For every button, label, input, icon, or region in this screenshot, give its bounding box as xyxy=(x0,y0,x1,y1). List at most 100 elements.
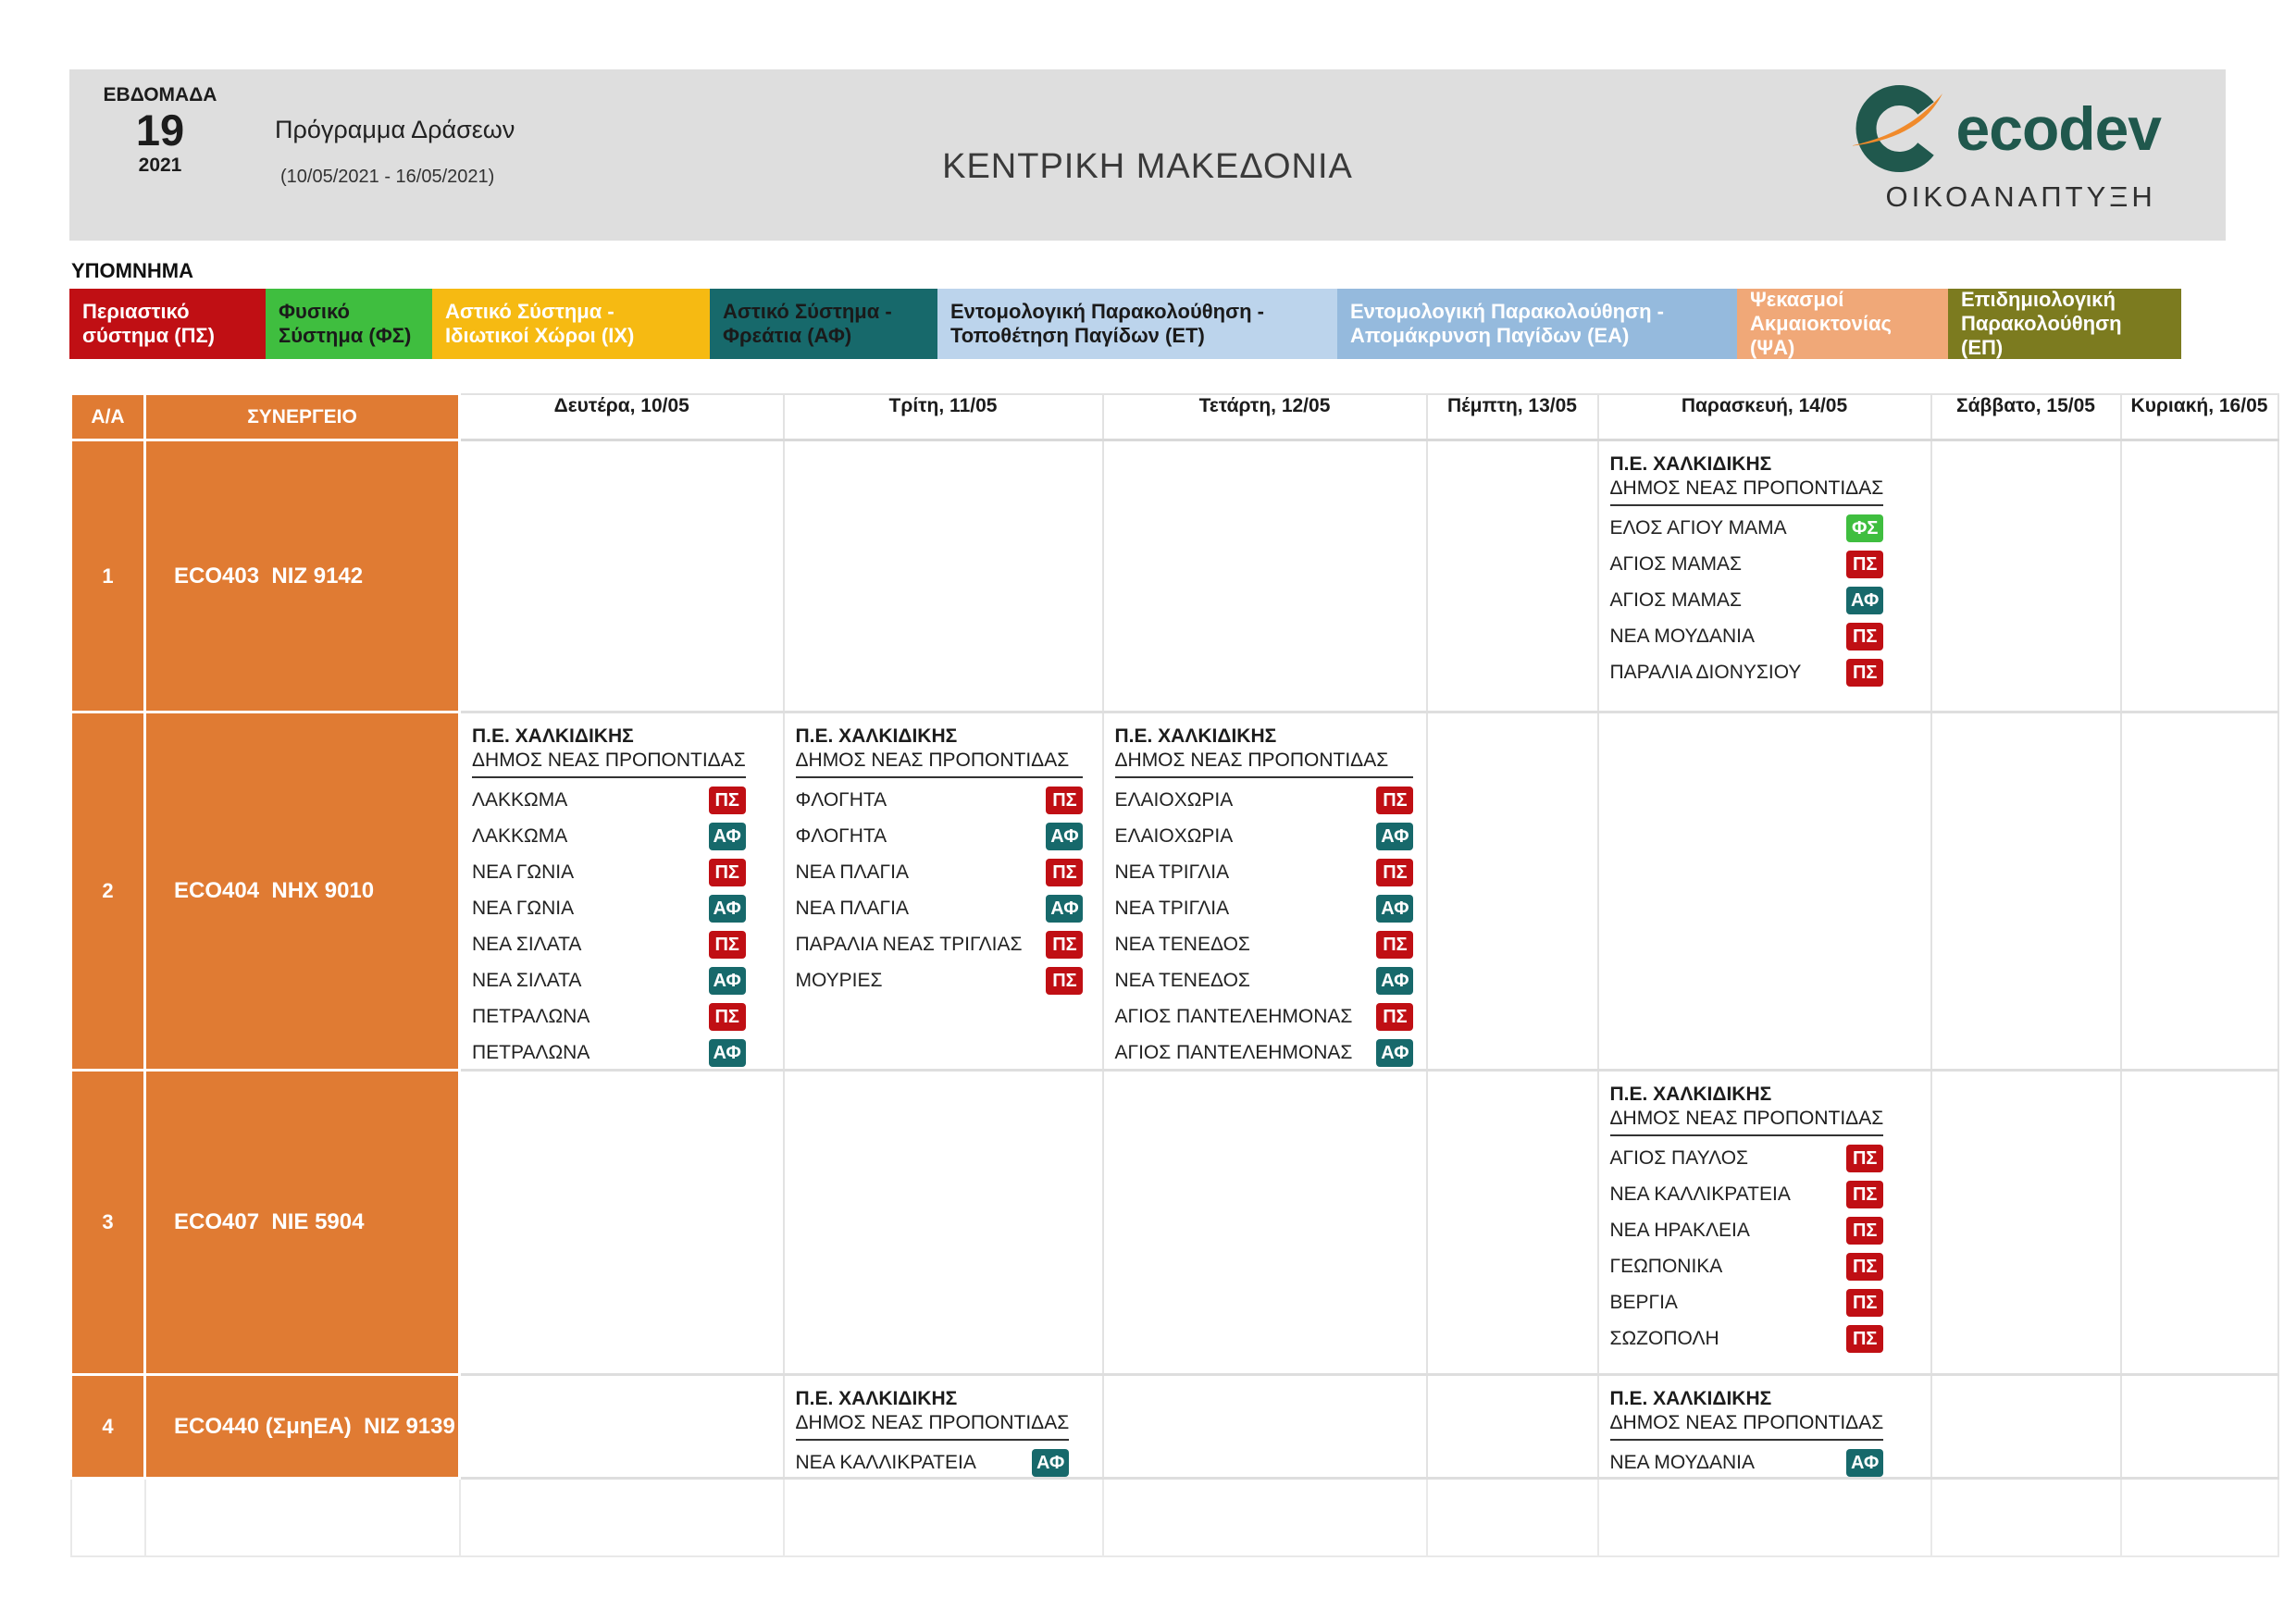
category-badge: ΠΣ xyxy=(708,1003,746,1031)
day-cell-sat xyxy=(1930,1373,2122,1480)
category-badge: ΑΦ xyxy=(1376,1039,1414,1067)
category-badge: ΑΦ xyxy=(1376,823,1414,850)
column-header-day-tue: Τρίτη, 11/05 xyxy=(782,392,1104,441)
schedule-row: 3 ECO407 ΝΙΕ 5904 Π.Ε. ΧΑΛΚΙΔΙΚΗΣ ΔΗΜΟΣ ΝΕΑ… xyxy=(69,1069,2279,1376)
row-number-cell: 2 xyxy=(69,711,146,1072)
column-header-day-sat: Σάββατο, 15/05 xyxy=(1930,392,2122,441)
crew-label: ECO403 ΝΙΖ 9142 xyxy=(174,563,364,588)
crew-cell: ECO403 ΝΙΖ 9142 xyxy=(143,439,461,713)
schedule-entry: ΜΟΥΡΙΕΣ ΠΣ xyxy=(796,967,1084,995)
place-label: ΠΑΡΑΛΙΑ ΔΙΟΝΥΣΙΟΥ xyxy=(1609,662,1802,683)
day-cell-tue: Π.Ε. ΧΑΛΚΙΔΙΚΗΣ ΔΗΜΟΣ ΝΕΑΣ ΠΡΟΠΟΝΤΙΔΑΣ ΝΕΑ… xyxy=(782,1373,1104,1480)
empty-cell xyxy=(1425,1477,1599,1557)
place-label: ΝΕΑ ΣΙΛΑΤΑ xyxy=(472,970,582,991)
schedule-entry: ΠΕΤΡΑΛΩΝΑ ΑΦ xyxy=(472,1039,746,1067)
place-label: ΑΓΙΟΣ ΠΑΝΤΕΛΕΗΜΟΝΑΣ xyxy=(1114,1006,1353,1027)
empty-cell xyxy=(1596,1477,1932,1557)
row-number-cell: 3 xyxy=(69,1069,146,1376)
schedule-entry: ΠΑΡΑΛΙΑ ΝΕΑΣ ΤΡΙΓΛΙΑΣ ΠΣ xyxy=(796,931,1084,959)
empty-cell xyxy=(1101,1477,1428,1557)
category-badge: ΠΣ xyxy=(708,931,746,959)
legend-item: Ψεκασμοί Ακμαιοκτονίας (ΨΑ) xyxy=(1737,288,1948,359)
crew-label: ECO407 ΝΙΕ 5904 xyxy=(174,1209,365,1234)
date-range: (10/05/2021 - 16/05/2021) xyxy=(280,167,495,187)
schedule-row: 1 ECO403 ΝΙΖ 9142 Π.Ε. ΧΑΛΚΙΔΙΚΗΣ ΔΗΜΟΣ ΝΕΑ… xyxy=(69,439,2279,713)
column-header-crew: ΣΥΝΕΡΓΕΙΟ xyxy=(143,392,461,441)
schedule-entry: ΕΛΟΣ ΑΓΙΟΥ ΜΑΜΑ ΦΣ xyxy=(1610,514,1884,542)
category-badge: ΑΦ xyxy=(1846,1449,1884,1477)
place-label: ΝΕΑ ΜΟΥΔΑΝΙΑ xyxy=(1609,1452,1756,1473)
legend-item: Αστικό Σύστημα - Φρεάτια (ΑΦ) xyxy=(710,289,937,359)
legend-item-label: Επιδημιολογική Παρακολούθηση (ΕΠ) xyxy=(1961,288,2122,359)
schedule-entry: ΝΕΑ ΓΩΝΙΑ ΠΣ xyxy=(472,859,746,886)
legend-item: Εντομολογική Παρακολούθηση - Απομάκρυνση… xyxy=(1337,289,1737,359)
crew-label: ECO440 (ΣμηΕΑ) ΝΙΖ 9139 xyxy=(174,1413,455,1439)
schedule-entry: ΝΕΑ ΠΛΑΓΙΑ ΑΦ xyxy=(796,895,1084,923)
day-cell-content: Π.Ε. ΧΑΛΚΙΔΙΚΗΣ ΔΗΜΟΣ ΝΕΑΣ ΠΡΟΠΟΝΤΙΔΑΣ ΝΕΑ… xyxy=(1599,1376,1884,1477)
schedule-entry: ΝΕΑ ΤΡΙΓΛΙΑ ΑΦ xyxy=(1115,895,1414,923)
category-badge: ΑΦ xyxy=(708,967,746,995)
day-cell-thu xyxy=(1425,711,1599,1072)
day-cell-mon xyxy=(458,1069,785,1376)
category-badge: ΠΣ xyxy=(1376,787,1414,814)
schedule-entry: ΦΛΟΓΗΤΑ ΑΦ xyxy=(796,823,1084,850)
schedule-entry: ΝΕΑ ΜΟΥΔΑΝΙΑ ΠΣ xyxy=(1610,623,1884,650)
program-title: Πρόγραμμα Δράσεων xyxy=(275,116,515,143)
day-cell-tue xyxy=(782,439,1104,713)
day-cell-fri xyxy=(1596,711,1932,1072)
place-label: ΝΕΑ ΜΟΥΔΑΝΙΑ xyxy=(1609,626,1756,647)
schedule-entry: ΝΕΑ ΓΩΝΙΑ ΑΦ xyxy=(472,895,746,923)
category-badge: ΠΣ xyxy=(708,859,746,886)
legend-item-label: Περιαστικό σύστημα (ΠΣ) xyxy=(82,300,215,347)
category-badge: ΑΦ xyxy=(1376,967,1414,995)
category-badge: ΠΣ xyxy=(708,787,746,814)
place-label: ΝΕΑ ΤΕΝΕΔΟΣ xyxy=(1114,934,1250,955)
schedule-entry: ΑΓΙΟΣ ΠΑΝΤΕΛΕΗΜΟΝΑΣ ΠΣ xyxy=(1115,1003,1414,1031)
schedule-table: Α/Α ΣΥΝΕΡΓΕΙΟ Δευτέρα, 10/05 Τρίτη, 11/05 Τε… xyxy=(69,392,2279,1557)
column-header-day-fri: Παρασκευή, 14/05 xyxy=(1596,392,1932,441)
schedule-entry: ΣΩΖΟΠΟΛΗ ΠΣ xyxy=(1610,1325,1884,1353)
place-label: ΠΕΤΡΑΛΩΝΑ xyxy=(472,1006,590,1027)
cell-area-title: Π.Ε. ΧΑΛΚΙΔΙΚΗΣ xyxy=(1609,1388,1772,1409)
place-label: ΕΛΑΙΟΧΩΡΙΑ xyxy=(1114,825,1234,847)
schedule-entry: ΦΛΟΓΗΤΑ ΠΣ xyxy=(796,787,1084,814)
category-badge: ΠΣ xyxy=(1846,659,1884,687)
place-label: ΠΕΤΡΑΛΩΝΑ xyxy=(472,1042,590,1063)
cell-area-title: Π.Ε. ΧΑΛΚΙΔΙΚΗΣ xyxy=(472,725,634,747)
cell-area-title: Π.Ε. ΧΑΛΚΙΔΙΚΗΣ xyxy=(1609,453,1772,475)
schedule-entry: ΝΕΑ ΚΑΛΛΙΚΡΑΤΕΙΑ ΠΣ xyxy=(1610,1181,1884,1208)
category-badge: ΠΣ xyxy=(1046,787,1084,814)
place-label: ΛΑΚΚΩΜΑ xyxy=(472,789,568,811)
day-cell-thu xyxy=(1425,1069,1599,1376)
schedule-entry: ΕΛΑΙΟΧΩΡΙΑ ΠΣ xyxy=(1115,787,1414,814)
logo-wordmark: ecodev xyxy=(1955,94,2162,163)
place-label: ΜΟΥΡΙΕΣ xyxy=(795,970,883,991)
legend: Περιαστικό σύστημα (ΠΣ) Φυσικό Σύστημα (Φ… xyxy=(69,288,2181,359)
schedule-entry: ΑΓΙΟΣ ΠΑΥΛΟΣ ΠΣ xyxy=(1610,1145,1884,1172)
legend-item: Περιαστικό σύστημα (ΠΣ) xyxy=(69,289,266,359)
category-badge: ΑΦ xyxy=(708,823,746,850)
place-label: ΝΕΑ ΤΕΝΕΔΟΣ xyxy=(1114,970,1250,991)
schedule-entry: ΑΓΙΟΣ ΜΑΜΑΣ ΑΦ xyxy=(1610,587,1884,614)
day-cell-mon xyxy=(458,439,785,713)
empty-cell xyxy=(143,1477,461,1557)
category-badge: ΠΣ xyxy=(1846,551,1884,578)
cell-area-title: Π.Ε. ΧΑΛΚΙΔΙΚΗΣ xyxy=(795,725,958,747)
place-label: ΕΛΑΙΟΧΩΡΙΑ xyxy=(1114,789,1234,811)
day-cell-sat xyxy=(1930,439,2122,713)
schedule-entry: ΒΕΡΓΙΑ ΠΣ xyxy=(1610,1289,1884,1317)
empty-cell xyxy=(69,1477,146,1557)
place-label: ΛΑΚΚΩΜΑ xyxy=(472,825,568,847)
schedule-entry: ΝΕΑ ΤΕΝΕΔΟΣ ΠΣ xyxy=(1115,931,1414,959)
crew-label: ECO404 ΝΗΧ 9010 xyxy=(174,878,375,903)
place-label: ΦΛΟΓΗΤΑ xyxy=(795,789,887,811)
category-badge: ΠΣ xyxy=(1846,1253,1884,1281)
schedule-entry: ΝΕΑ ΗΡΑΚΛΕΙΑ ΠΣ xyxy=(1610,1217,1884,1245)
place-label: ΝΕΑ ΓΩΝΙΑ xyxy=(472,898,575,919)
legend-item: Εντομολογική Παρακολούθηση - Τοποθέτηση … xyxy=(937,289,1337,359)
place-label: ΓΕΩΠΟΝΙΚΑ xyxy=(1609,1256,1723,1277)
place-label: ΒΕΡΓΙΑ xyxy=(1609,1292,1678,1313)
place-label: ΝΕΑ ΠΛΑΓΙΑ xyxy=(795,898,909,919)
category-badge: ΑΦ xyxy=(1046,823,1084,850)
